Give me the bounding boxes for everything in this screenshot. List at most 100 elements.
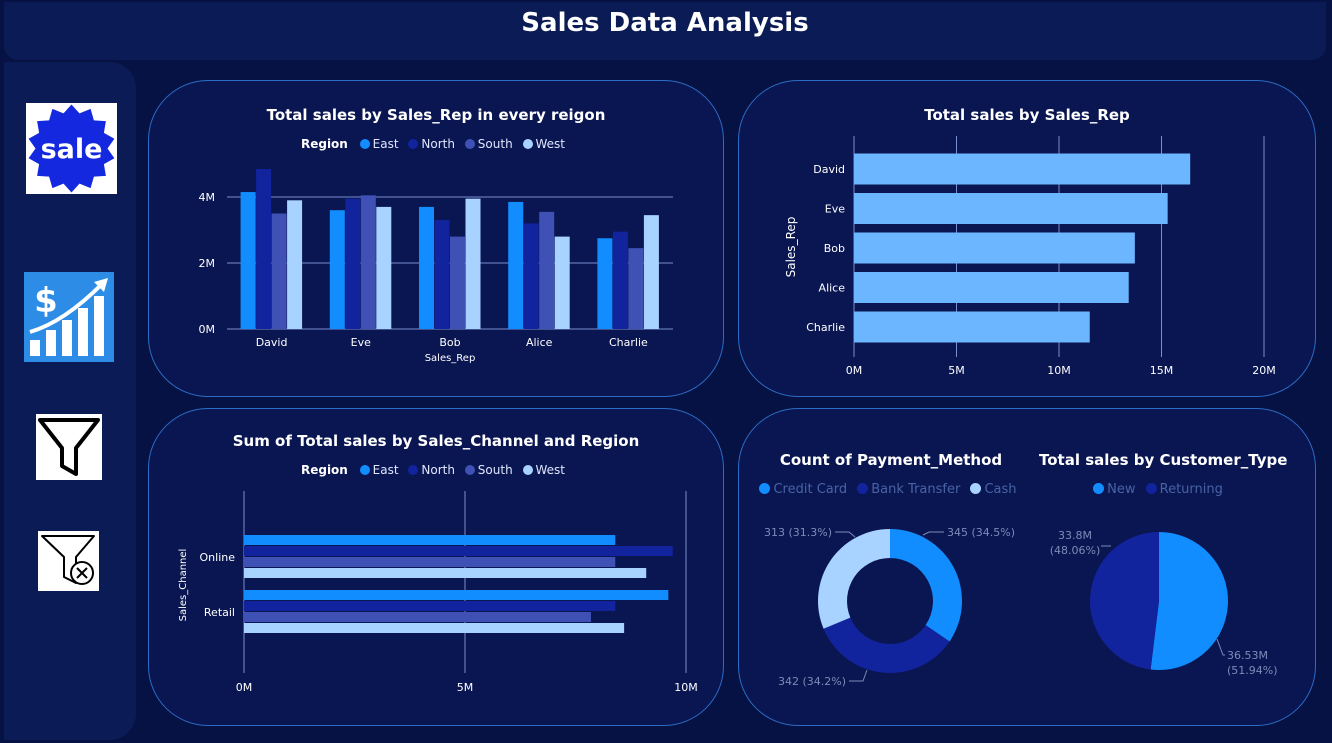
y-tick-label: Alice (819, 282, 846, 295)
y-tick-label: 0M (199, 323, 216, 336)
x-tick-label: 10M (1047, 364, 1071, 377)
legend-label: South (477, 463, 513, 477)
chart-legend: Region East North South West (149, 463, 723, 477)
sale-badge-icon[interactable]: sale (26, 103, 117, 194)
leader-line (835, 531, 856, 538)
x-tick-label: 5M (457, 681, 474, 694)
customer-type-title: Total sales by Customer_Type (1039, 451, 1288, 469)
legend-label: Bank Transfer (871, 482, 961, 497)
legend-item-south[interactable]: South (464, 463, 513, 477)
bar-north-david (256, 168, 272, 329)
rep-total-bar-chart: 0M 5M 10M 15M 20M David Eve Bob Alice Charlie Sale… (784, 136, 1276, 377)
bar-west-charlie (643, 215, 659, 329)
rep-region-bar-chart: 0M 2M 4M David Eve Bob Alice Charlie Sales_Rep (199, 168, 673, 364)
legend-label: North (421, 463, 455, 477)
legend-label: South (477, 137, 513, 151)
x-tick-label: 5M (948, 364, 965, 377)
legend-item-west[interactable]: West (522, 463, 565, 477)
leader-line (1216, 638, 1225, 656)
x-tick-label: 20M (1252, 364, 1276, 377)
legend-item-returning[interactable]: Returning (1145, 482, 1223, 497)
bar-north-alice (523, 223, 539, 329)
x-tick-label: Alice (526, 336, 553, 349)
legend-item-north[interactable]: North (408, 137, 455, 151)
y-tick-label: Retail (204, 606, 235, 619)
data-label: 345 (34.5%) (947, 526, 1015, 539)
chart-title: Sum of Total sales by Sales_Channel and … (232, 432, 640, 450)
x-tick-label: Bob (439, 336, 460, 349)
bar-south-online (244, 557, 616, 567)
y-tick-label: 2M (199, 257, 216, 270)
legend-item-new[interactable]: New (1093, 482, 1135, 497)
bar-east-retail (244, 590, 669, 600)
bar-david (854, 153, 1191, 185)
bar-west-retail (244, 623, 625, 633)
legend-label: East (372, 463, 399, 477)
donut-slice-bank-transfer (823, 617, 950, 673)
bar-west-alice (554, 236, 570, 329)
bar-east-eve (329, 210, 345, 329)
legend-item-east[interactable]: East (359, 463, 399, 477)
pie-charts: 345 (34.5%) 342 (34.2%) 313 (31.3%) 36.53M (… (764, 526, 1278, 688)
legend-label: New (1107, 482, 1136, 497)
page-title: Sales Data Analysis (521, 8, 809, 38)
card-rep-region: Total sales by Sales_Rep in every reigon… (148, 80, 724, 397)
legend-item-cash[interactable]: Cash (970, 482, 1017, 497)
legend-title: Region (300, 137, 348, 151)
y-tick-label: Charlie (806, 321, 845, 334)
y-tick-label: Online (200, 551, 236, 564)
x-tick-label: Charlie (609, 336, 648, 349)
bar-east-david (240, 192, 256, 329)
bar-north-eve (345, 198, 361, 329)
bar-east-bob (419, 206, 434, 329)
x-tick-label: 0M (236, 681, 253, 694)
payment-method-title: Count of Payment_Method (779, 451, 1003, 469)
bar-west-online (244, 568, 647, 578)
bar-west-david (287, 200, 303, 329)
legend-item-south[interactable]: South (464, 137, 513, 151)
y-axis-title: Sales_Channel (178, 549, 189, 622)
bar-east-charlie (597, 238, 613, 329)
bar-west-bob (465, 198, 481, 329)
dollar-growth-chart-icon[interactable]: $ (24, 272, 114, 362)
bar-east-alice (508, 201, 524, 329)
bar-south-alice (539, 211, 555, 329)
y-tick-label: David (813, 163, 845, 176)
x-tick-label: 0M (846, 364, 863, 377)
bar-south-bob (450, 236, 465, 329)
bar-north-online (244, 546, 673, 556)
data-label: 36.53M (1227, 649, 1268, 662)
filter-icon[interactable] (36, 414, 102, 480)
bar-bob (854, 232, 1135, 264)
x-tick-label: 15M (1150, 364, 1174, 377)
bar-north-bob (434, 220, 450, 329)
bar-south-david (271, 213, 287, 329)
x-axis-title: Sales_Rep (425, 353, 476, 364)
legend-label: Credit Card (773, 482, 848, 497)
card-rep-total: Total sales by Sales_Rep 0M 5M 10M 15M 20M Da… (738, 80, 1316, 397)
legend-item-bank-transfer[interactable]: Bank Transfer (857, 482, 960, 497)
x-tick-label: David (256, 336, 288, 349)
y-axis-title: Sales_Rep (784, 217, 798, 278)
customer-type-legend: New Returning (1039, 482, 1283, 497)
pie-slice-new (1150, 532, 1228, 670)
legend-item-credit-card[interactable]: Credit Card (759, 482, 847, 497)
pie-slice-returning (1090, 532, 1159, 670)
bar-south-eve (360, 195, 376, 329)
legend-item-north[interactable]: North (408, 463, 455, 477)
legend-label: North (421, 137, 455, 151)
donut-slice-credit-card (890, 529, 962, 642)
data-label: (48.06%) (1050, 544, 1101, 557)
channel-region-bar-chart: 0M 5M 10M Online Retail Sales_Channel (178, 491, 698, 694)
data-label: 313 (31.3%) (764, 526, 832, 539)
chart-title: Total sales by Sales_Rep in every reigon (266, 106, 606, 124)
legend-title: Region (300, 463, 348, 477)
legend-item-east[interactable]: East (359, 137, 399, 151)
y-tick-label: 4M (199, 191, 216, 204)
bar-alice (854, 272, 1129, 303)
bar-south-retail (244, 612, 591, 622)
legend-item-west[interactable]: West (522, 137, 565, 151)
x-tick-label: 10M (674, 681, 698, 694)
clear-filter-icon[interactable] (38, 531, 99, 591)
y-tick-label: Bob (824, 242, 845, 255)
